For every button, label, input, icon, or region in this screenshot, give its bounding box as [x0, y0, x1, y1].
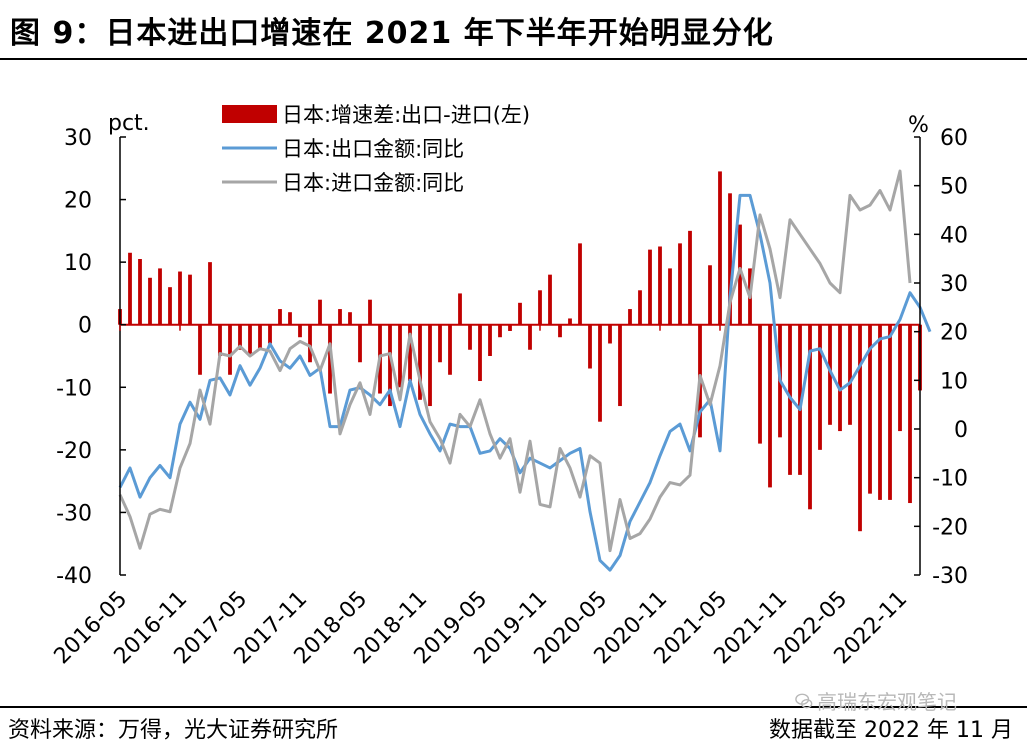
bar — [538, 290, 542, 324]
bar — [518, 303, 522, 325]
watermark-text: 高瑞东宏观笔记 — [817, 686, 957, 715]
right-tick-label: 60 — [940, 126, 968, 151]
bar — [338, 309, 342, 325]
right-tick-label: 0 — [954, 418, 968, 443]
right-tick-label: -10 — [932, 467, 968, 492]
right-tick-label: 10 — [940, 369, 968, 394]
bar — [128, 253, 132, 325]
watermark: 高瑞东宏观笔记 — [795, 686, 957, 715]
bar — [898, 325, 902, 431]
bar — [308, 325, 312, 363]
bar — [548, 275, 552, 325]
right-tick-label: 20 — [940, 321, 968, 346]
bar — [318, 300, 322, 325]
left-axis-unit: pct. — [108, 111, 150, 136]
right-axis-unit: % — [908, 113, 929, 138]
bar — [638, 290, 642, 324]
left-tick-label: -10 — [56, 376, 92, 401]
bar — [838, 325, 842, 431]
right-tick-label: -20 — [932, 515, 968, 540]
left-tick-label: 20 — [64, 189, 92, 214]
left-tick-label: 0 — [78, 314, 92, 339]
right-tick-label: 40 — [940, 223, 968, 248]
right-tick-label: 50 — [940, 175, 968, 200]
right-tick-label: 30 — [940, 272, 968, 297]
bar — [218, 325, 222, 356]
bar — [648, 250, 652, 325]
bar — [248, 325, 252, 356]
left-tick-label: -40 — [56, 564, 92, 589]
bar — [758, 325, 762, 444]
bar — [598, 325, 602, 422]
bar — [148, 278, 152, 325]
bar — [258, 325, 262, 350]
bar — [618, 325, 622, 406]
bar — [668, 268, 672, 324]
bar — [398, 325, 402, 388]
bar-series-group — [118, 171, 922, 531]
left-tick-label: -30 — [56, 501, 92, 526]
legend-swatch-bar — [222, 105, 277, 123]
bar — [498, 325, 502, 338]
wechat-icon — [795, 692, 813, 710]
bar — [448, 325, 452, 375]
right-tick-label: -30 — [932, 564, 968, 589]
date-note: 数据截至 2022 年 11 月 — [769, 712, 1013, 744]
bar — [208, 262, 212, 325]
bar — [158, 268, 162, 324]
bar — [528, 325, 532, 350]
bar — [708, 265, 712, 324]
bar — [888, 325, 892, 500]
legend-entry-label: 日本:出口金额:同比 — [282, 137, 464, 161]
bar — [368, 300, 372, 325]
left-tick-label: 10 — [64, 251, 92, 276]
bar — [278, 309, 282, 325]
bar — [678, 243, 682, 324]
bar — [718, 171, 722, 324]
bar — [858, 325, 862, 531]
bar — [438, 325, 442, 363]
bar — [178, 272, 182, 325]
bar — [468, 325, 472, 350]
bar — [848, 325, 852, 425]
bar — [908, 325, 912, 503]
bar — [488, 325, 492, 356]
bar — [688, 231, 692, 325]
bar — [878, 325, 882, 500]
bar — [268, 325, 272, 344]
bar — [558, 325, 562, 338]
bar — [168, 287, 172, 325]
bar — [348, 312, 352, 325]
bar — [428, 325, 432, 406]
bar — [138, 259, 142, 325]
bar — [658, 247, 662, 325]
bar — [768, 325, 772, 488]
bar — [198, 325, 202, 375]
bar — [818, 325, 822, 450]
bar — [608, 325, 612, 344]
legend-entry-label: 日本:进口金额:同比 — [282, 171, 464, 195]
bar — [478, 325, 482, 381]
bar — [588, 325, 592, 369]
bar — [228, 325, 232, 375]
source-note: 资料来源：万得，光大证券研究所 — [8, 712, 338, 744]
bar — [578, 243, 582, 324]
legend-entry-label: 日本:增速差:出口-进口(左) — [282, 103, 530, 127]
bar — [458, 293, 462, 324]
bar — [288, 312, 292, 325]
left-tick-label: 30 — [64, 126, 92, 151]
chart-canvas: 30 20 10 0 -10 -20 -30 -40 pct. 60 50 40 30 20 10 0 -10 -… — [0, 0, 1027, 706]
left-tick-label: -20 — [56, 439, 92, 464]
bar — [628, 309, 632, 325]
bar — [188, 275, 192, 325]
